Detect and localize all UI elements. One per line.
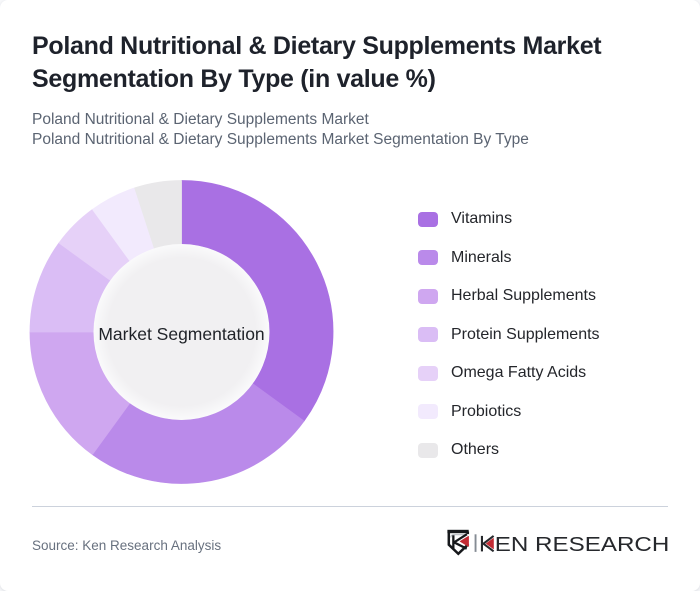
svg-text:EN RESEARCH: EN RESEARCH	[495, 534, 670, 556]
